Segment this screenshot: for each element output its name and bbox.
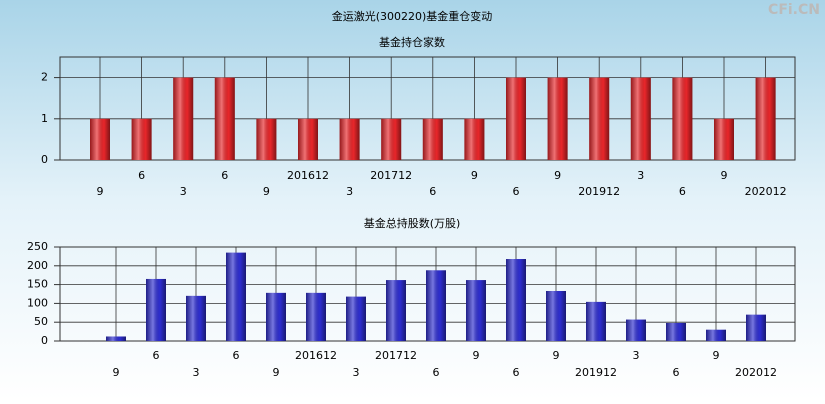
x-tick-label: 9 <box>713 349 720 362</box>
x-tick-label: 9 <box>471 169 478 182</box>
x-tick-label: 3 <box>346 185 353 198</box>
x-tick-label: 9 <box>554 169 561 182</box>
x-tick-label: 201912 <box>575 366 617 379</box>
bar-shade <box>714 118 734 160</box>
x-tick-label: 9 <box>721 169 728 182</box>
chart-title: 基金总持股数(万股) <box>364 216 461 230</box>
x-tick-label: 6 <box>433 366 440 379</box>
x-tick-label: 201612 <box>295 349 337 362</box>
bar-shade <box>90 118 110 160</box>
x-tick-label: 202012 <box>745 185 787 198</box>
x-tick-label: 9 <box>473 349 480 362</box>
x-tick-label: 6 <box>221 169 228 182</box>
bar-shade <box>186 295 206 341</box>
bar-shade <box>339 118 360 160</box>
bar-shade <box>381 118 402 160</box>
x-tick-label: 6 <box>513 366 520 379</box>
bar-shade <box>426 270 446 341</box>
x-tick-label: 9 <box>553 349 560 362</box>
bar-shade <box>131 118 152 160</box>
bar-shade <box>746 314 766 341</box>
x-tick-label: 9 <box>273 366 280 379</box>
y-tick-label: 0 <box>41 153 48 166</box>
bar-shade <box>546 290 566 341</box>
x-tick-label: 3 <box>180 185 187 198</box>
y-tick-label: 50 <box>34 315 48 328</box>
x-tick-label: 201712 <box>375 349 417 362</box>
y-tick-label: 0 <box>41 334 48 347</box>
y-tick-label: 1 <box>41 112 48 125</box>
bar-shade <box>755 77 776 160</box>
bar-shade <box>214 77 235 160</box>
bar-shade <box>346 296 366 341</box>
x-tick-label: 6 <box>138 169 145 182</box>
bar-shade <box>626 319 646 341</box>
page-title: 金运激光(300220)基金重仓变动 <box>332 9 493 23</box>
bar-shade <box>386 280 406 341</box>
bar-shade <box>106 336 126 341</box>
bar-shade <box>630 77 651 160</box>
x-tick-label: 3 <box>353 366 360 379</box>
x-tick-label: 201612 <box>287 169 329 182</box>
bar-shade <box>547 77 568 160</box>
bar-shade <box>706 329 726 341</box>
bar-shade <box>666 322 686 341</box>
watermark: CFi.CN <box>768 2 820 18</box>
bar-shade <box>672 77 693 160</box>
y-tick-label: 150 <box>27 278 48 291</box>
x-tick-label: 6 <box>513 185 520 198</box>
bar-shade <box>586 301 606 341</box>
x-tick-label: 3 <box>193 366 200 379</box>
x-tick-label: 202012 <box>735 366 777 379</box>
x-tick-label: 6 <box>153 349 160 362</box>
x-tick-label: 3 <box>633 349 640 362</box>
bar-shade <box>506 77 526 160</box>
bar-shade <box>146 278 166 341</box>
bar-shade <box>506 259 526 341</box>
bar-shade <box>266 292 286 341</box>
x-tick-label: 9 <box>113 366 120 379</box>
bar-shade <box>464 118 485 160</box>
x-tick-label: 9 <box>263 185 270 198</box>
bar-shade <box>226 252 246 341</box>
bar-shade <box>422 118 443 160</box>
x-tick-label: 3 <box>637 169 644 182</box>
y-tick-label: 200 <box>27 259 48 272</box>
bar-shade <box>306 292 326 341</box>
bar-shade <box>589 77 610 160</box>
x-tick-label: 6 <box>673 366 680 379</box>
x-tick-label: 9 <box>97 185 104 198</box>
y-tick-label: 100 <box>27 296 48 309</box>
x-tick-label: 6 <box>233 349 240 362</box>
bar-shade <box>173 77 194 160</box>
x-tick-label: 6 <box>429 185 436 198</box>
y-tick-label: 2 <box>41 71 48 84</box>
bar-shade <box>466 280 486 341</box>
chart-title: 基金持仓家数 <box>379 35 445 49</box>
bar-shade <box>298 118 318 160</box>
bar-shade <box>256 118 277 160</box>
x-tick-label: 6 <box>679 185 686 198</box>
y-tick-label: 250 <box>27 240 48 253</box>
x-tick-label: 201912 <box>578 185 620 198</box>
x-tick-label: 201712 <box>370 169 412 182</box>
